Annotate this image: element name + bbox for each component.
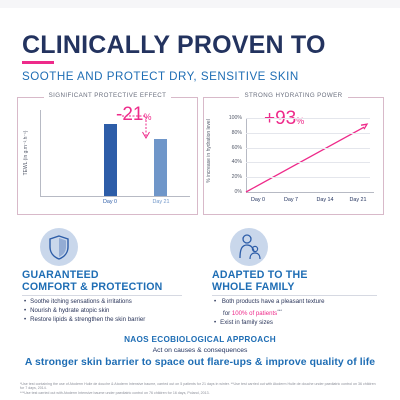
- hydration-gridline: [246, 132, 370, 134]
- hydration-gridline: [246, 147, 370, 149]
- hydration-xtick-day21: Day 21: [349, 197, 367, 203]
- hydration-ytick: 60%: [231, 144, 242, 151]
- hydration-gridline: [246, 162, 370, 164]
- protective-panel-title: SIGNIFICANT PROTECTIVE EFFECT: [18, 92, 197, 99]
- hydration-change-value: +93%: [264, 108, 305, 129]
- hydration-ytick: 40%: [231, 159, 242, 166]
- hydration-xtick-day14: Day 14: [316, 197, 334, 203]
- hydration-arrowhead: [360, 123, 369, 130]
- hydration-ytick: 80%: [231, 129, 242, 136]
- list-item: Restore lipids & strengthen the skin bar…: [24, 316, 194, 325]
- hydration-xtick-day7: Day 7: [283, 197, 299, 203]
- hydration-trend-line: [245, 126, 365, 193]
- list-item: Exist in family sizes: [214, 319, 389, 328]
- hydration-gridline: [246, 177, 370, 179]
- accent-line: [22, 61, 54, 64]
- tewl-axis-label: TEWL (in g.m⁻².h⁻¹): [23, 130, 29, 176]
- protective-xtick-day0: Day 0: [102, 199, 118, 205]
- hydration-line: [245, 123, 369, 193]
- hydration-xtick-day0: Day 0: [250, 197, 266, 203]
- naos-tagline: A stronger skin barrier to space out fla…: [24, 357, 376, 368]
- protective-xtick-day21: Day 21: [152, 199, 170, 205]
- bar-day0: [104, 124, 117, 196]
- hydration-panel-title: STRONG HYDRATING POWER: [204, 92, 383, 99]
- list-item: Nourish & hydrate atopic skin: [24, 307, 194, 316]
- footnote-1: *Use test containing the use of Atoderm …: [20, 382, 376, 391]
- family-bullets: Both products have a pleasant texture fo…: [214, 298, 389, 327]
- protective-effect-panel: SIGNIFICANT PROTECTIVE EFFECT TEWL (in g…: [17, 92, 198, 215]
- hydration-ytick: 100%: [228, 115, 242, 121]
- footnote-2: ***Use test carried out with Atoderm Int…: [20, 391, 210, 395]
- parent-child-icon: [239, 234, 261, 260]
- page-subtitle: SOOTHE AND PROTECT DRY, SENSITIVE SKIN: [22, 70, 299, 83]
- hydration-ytick: 0%: [234, 189, 243, 195]
- hydration-x-axis: [246, 192, 374, 193]
- list-item: Soothe itching sensations & irritations: [24, 298, 194, 307]
- shield-icon: [49, 235, 69, 260]
- naos-title: NAOS ECOBIOLOGICAL APPROACH: [124, 335, 276, 344]
- naos-subtitle: Act on causes & consequences: [152, 347, 248, 354]
- protective-x-axis: [40, 196, 190, 197]
- hydration-ytick: 20%: [231, 174, 242, 181]
- protective-y-axis: [40, 110, 41, 196]
- comfort-bullets: Soothe itching sensations & irritations …: [24, 298, 194, 324]
- hydration-y-axis: [246, 118, 247, 192]
- comfort-divider: [22, 295, 182, 296]
- hydration-gridline: [246, 118, 370, 119]
- protective-change-value: -21%: [116, 104, 152, 125]
- top-bar: [0, 0, 400, 8]
- shield-icon-badge: [40, 228, 78, 266]
- hydration-panel: STRONG HYDRATING POWER % increase in hyd…: [203, 92, 384, 215]
- page-title: CLINICALLY PROVEN TO: [22, 31, 326, 59]
- family-divider: [212, 295, 377, 296]
- list-item: Both products have a pleasant texture fo…: [214, 298, 389, 319]
- bar-day21: [154, 139, 167, 196]
- family-icon-badge: [230, 228, 268, 266]
- comfort-section-title: GUARANTEED COMFORT & PROTECTION: [22, 269, 163, 293]
- decrease-arrow: [122, 115, 150, 139]
- family-section-title: ADAPTED TO THE WHOLE FAMILY: [212, 269, 308, 293]
